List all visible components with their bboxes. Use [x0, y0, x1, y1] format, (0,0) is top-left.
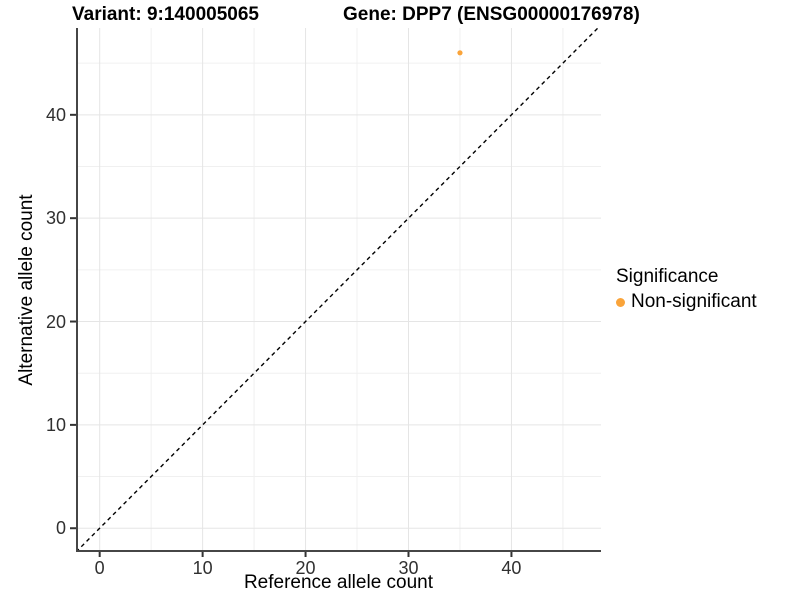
plot-title-variant: Variant: 9:140005065: [72, 4, 259, 25]
y-tick-label: 10: [45, 414, 66, 435]
x-tick-label: 10: [192, 558, 213, 578]
y-tick-label: 0: [55, 518, 66, 539]
x-tick-label: 40: [501, 558, 522, 578]
y-tick-label: 30: [45, 208, 66, 229]
plot-panel: [70, 28, 601, 557]
legend: Significance Non-significant: [616, 266, 757, 313]
plot-title-gene: Gene: DPP7 (ENSG00000176978): [343, 4, 640, 25]
y-tick-label: 20: [45, 311, 66, 332]
legend-title: Significance: [616, 266, 719, 287]
legend-item-label: Non-significant: [631, 291, 757, 312]
legend-point-icon: [616, 297, 625, 307]
legend-item-non-significant: Non-significant: [616, 291, 757, 313]
x-axis-title: Reference allele count: [243, 572, 434, 593]
x-tick-label: 20: [295, 558, 316, 578]
x-tick-label: 30: [398, 558, 419, 578]
y-tick-label: 40: [45, 104, 66, 125]
x-tick-label: 0: [94, 558, 105, 578]
